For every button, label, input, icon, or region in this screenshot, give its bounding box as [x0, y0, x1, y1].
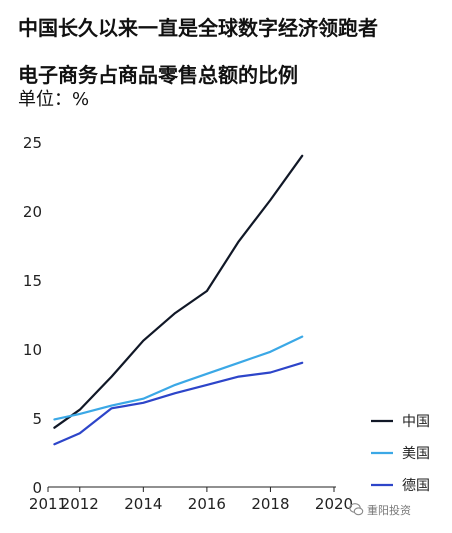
x-tick-label: 2014 — [124, 495, 162, 513]
series-line — [53, 335, 304, 421]
unit-label: 单位：% — [18, 89, 90, 110]
legend-label: 美国 — [402, 446, 430, 462]
wechat-icon — [349, 503, 364, 516]
legend-label: 德国 — [402, 478, 430, 494]
x-tick-label: 2016 — [188, 495, 226, 513]
x-tick-label: 2018 — [251, 495, 289, 513]
y-tick-label: 0 — [32, 479, 42, 497]
y-tick-label: 25 — [23, 134, 42, 152]
x-tick-label: 2012 — [61, 495, 99, 513]
series-line — [53, 154, 304, 429]
y-tick-label: 10 — [23, 341, 42, 359]
x-tick-label: 2011 — [29, 495, 67, 513]
y-tick-label: 15 — [23, 272, 42, 290]
y-tick-label: 5 — [32, 410, 42, 428]
series-line — [53, 361, 304, 446]
x-tick-label: 2020 — [315, 495, 353, 513]
watermark-text: 重阳投资 — [367, 504, 411, 517]
chart-title: 电子商务占商品零售总额的比例 — [18, 63, 298, 87]
headline: 中国长久以来一直是全球数字经济领跑者 — [18, 16, 378, 40]
y-tick-label: 20 — [23, 203, 42, 221]
legend-label: 中国 — [402, 414, 430, 430]
